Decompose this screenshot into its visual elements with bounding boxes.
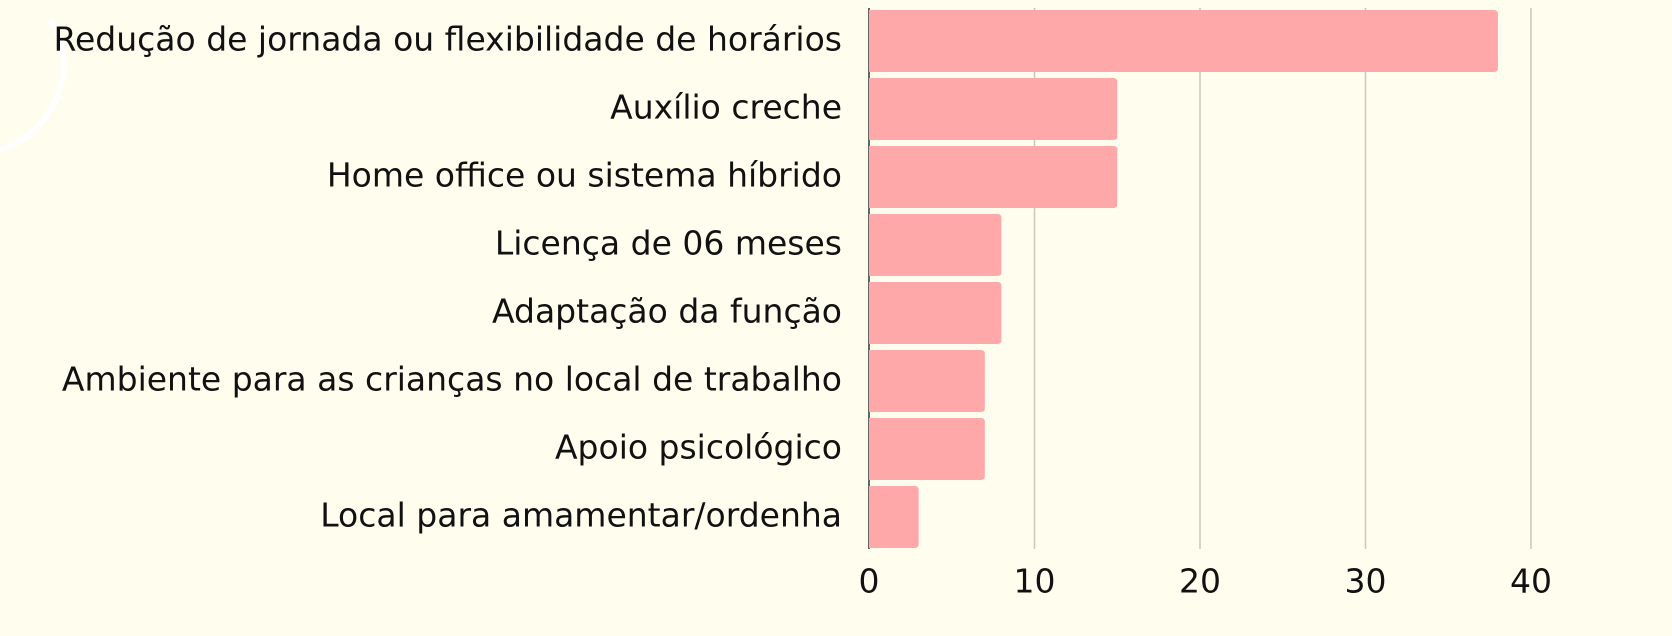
decoration: [0, 18, 67, 153]
y-tick-label: Licença de 06 meses: [495, 224, 842, 263]
y-tick-label: Home office ou sistema híbrido: [327, 156, 842, 195]
x-tick-label: 20: [1179, 562, 1221, 601]
y-tick-label: Adaptação da função: [492, 292, 842, 331]
bars: [869, 10, 1498, 548]
y-tick-label: Ambiente para as crianças no local de tr…: [62, 360, 842, 399]
bar: [869, 10, 1498, 72]
bar: [869, 350, 985, 412]
y-tick-label: Redução de jornada ou flexibilidade de h…: [54, 20, 842, 59]
bar: [869, 146, 1118, 208]
x-tick-label: 10: [1014, 562, 1056, 601]
x-tick-label: 40: [1510, 562, 1552, 601]
y-tick-label: Local para amamentar/ordenha: [320, 496, 842, 535]
bar: [869, 486, 919, 548]
x-tick-label: 0: [859, 562, 880, 601]
y-tick-label: Apoio psicológico: [555, 428, 842, 467]
x-tick-label: 30: [1345, 562, 1387, 601]
bar: [869, 78, 1118, 140]
bar: [869, 214, 1002, 276]
labels: 0 10 20 30 40 Redução de jornada ou flexibili…: [54, 20, 1552, 601]
bar: [869, 418, 985, 480]
y-tick-label: Auxílio creche: [610, 88, 842, 127]
bar: [869, 282, 1002, 344]
